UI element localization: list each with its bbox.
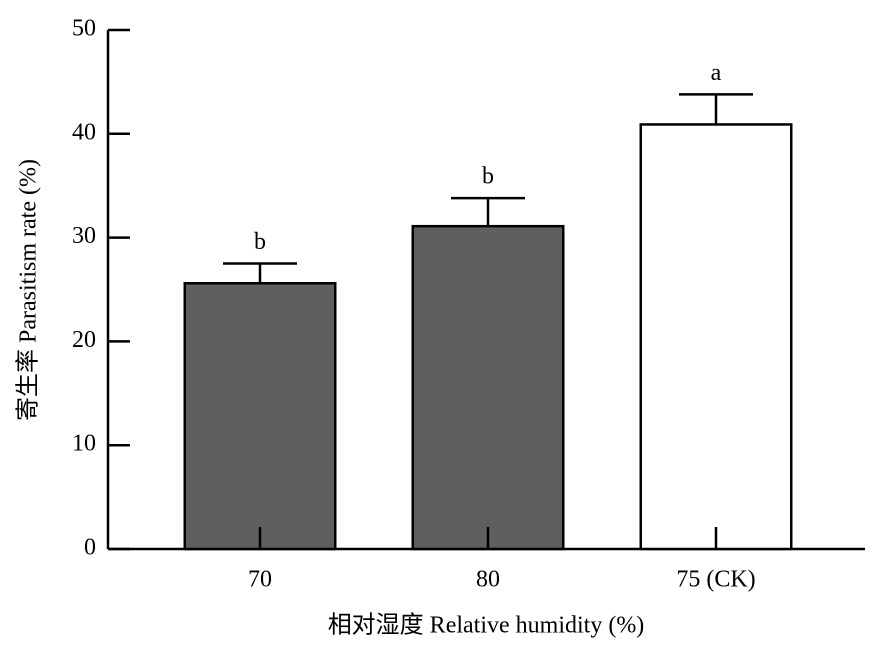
y-tick-label: 50	[72, 16, 96, 42]
significance-letter: b	[254, 229, 266, 255]
y-tick-label: 0	[84, 535, 96, 561]
bar	[411, 224, 565, 551]
bar	[639, 123, 793, 551]
bar	[183, 282, 337, 551]
y-tick-label: 40	[72, 119, 96, 145]
x-tick-label: 75 (CK)	[676, 567, 755, 593]
y-tick-label: 10	[72, 431, 96, 457]
significance-letter: a	[711, 60, 722, 86]
y-tick-label: 30	[72, 223, 96, 249]
significance-letter: b	[482, 164, 494, 190]
x-tick-label: 70	[248, 567, 272, 593]
y-axis-label: 寄生率 Parasitism rate (%)	[15, 159, 42, 421]
x-tick-label: 80	[476, 567, 500, 593]
x-axis-label: 相对湿度 Relative humidity (%)	[328, 612, 645, 639]
y-tick-label: 20	[72, 327, 96, 353]
